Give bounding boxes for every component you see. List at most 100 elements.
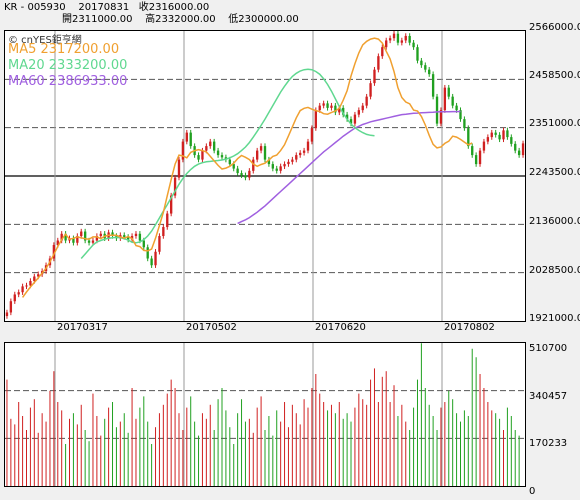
candle-body: [482, 141, 486, 151]
candle-body: [302, 150, 306, 153]
candle-body: [299, 152, 302, 156]
candle-body: [514, 143, 517, 151]
candle-body: [154, 251, 157, 266]
source-label: © cnYES鉅亨網: [8, 35, 82, 46]
candle-body: [216, 150, 220, 156]
ma20-line: [80, 68, 375, 259]
candle-body: [338, 107, 341, 113]
candle-body: [494, 132, 497, 135]
candle-body: [431, 74, 435, 97]
candle-body: [474, 155, 478, 165]
candle-body: [138, 233, 142, 241]
candle-body: [345, 114, 349, 120]
candle-body: [517, 150, 521, 156]
candle-body: [314, 110, 317, 129]
candle-body: [373, 69, 376, 84]
candle-body: [381, 47, 384, 57]
candle-body: [13, 294, 16, 302]
candle-body: [330, 105, 333, 108]
chart-header-line1: KR - 005930 20170831 收2316000.00: [4, 2, 210, 13]
candle-body: [318, 105, 321, 111]
candle-body: [342, 107, 345, 115]
candle-body: [259, 146, 263, 151]
candle-body: [377, 56, 380, 70]
candle-body: [428, 69, 431, 75]
candle-body: [25, 285, 28, 287]
candle-body: [326, 103, 329, 108]
candle-body: [228, 159, 231, 165]
candle-body: [64, 233, 67, 241]
legend-ma60: MA60 2386933.00: [8, 74, 128, 89]
candle-body: [287, 161, 290, 165]
candle-body: [60, 233, 63, 241]
x-tick-label: 20170802: [444, 322, 495, 333]
price-y-tick: 2351000.00: [529, 118, 580, 129]
chart-header-line2: 開2311000.00 高2332000.00 低2300000.00: [62, 14, 299, 25]
candle-body: [416, 47, 419, 61]
price-y-tick: 1921000.00: [529, 313, 580, 324]
candle-body: [123, 235, 126, 237]
candle-body: [392, 33, 396, 39]
candle-body: [502, 130, 505, 140]
candle-body: [451, 96, 454, 106]
candle-body: [521, 143, 525, 156]
candle-body: [396, 33, 400, 43]
candle-body: [126, 236, 130, 240]
candle-body: [201, 150, 204, 160]
legend-ma5: MA5 2317200.00: [8, 42, 120, 57]
candle-body: [134, 233, 138, 237]
candle-body: [443, 87, 447, 111]
ma5-line: [21, 37, 473, 298]
candle-body: [271, 164, 274, 169]
candle-body: [177, 159, 181, 178]
candle-body: [185, 132, 188, 142]
candle-body: [189, 132, 192, 147]
candle-body: [181, 141, 185, 160]
candle-body: [295, 155, 298, 160]
candle-body: [439, 110, 443, 124]
candle-body: [236, 168, 239, 174]
candle-body: [310, 128, 314, 142]
candle-body: [256, 150, 259, 160]
candle-body: [83, 231, 87, 241]
candle-body: [166, 213, 169, 228]
candle-body: [275, 168, 278, 171]
candle-body: [471, 146, 474, 156]
candle-body: [267, 159, 271, 165]
candle-body: [111, 232, 114, 237]
candle-body: [91, 240, 95, 243]
candle-body: [80, 231, 83, 237]
candle-body: [33, 276, 36, 281]
legend-ma20: MA20 2333200.00: [8, 58, 128, 73]
candle-body: [353, 114, 357, 124]
candle-body: [169, 195, 173, 214]
volume-y-tick: 340457: [529, 391, 568, 402]
candle-body: [52, 245, 56, 259]
candle-body: [510, 137, 513, 144]
candle-body: [291, 159, 294, 162]
x-tick-label: 20170317: [57, 322, 108, 333]
candle-body: [424, 65, 427, 70]
candle-body: [365, 96, 368, 106]
candle-body: [455, 105, 458, 111]
candle-body: [220, 155, 224, 158]
candle-body: [279, 166, 282, 171]
candle-body: [5, 312, 9, 317]
candle-body: [72, 238, 75, 243]
candle-body: [150, 258, 153, 266]
candle-body: [400, 40, 404, 43]
ma60-line: [237, 110, 461, 225]
candle-body: [142, 240, 145, 248]
candle-body: [263, 146, 267, 160]
price-y-tick: 2566000.00: [529, 22, 580, 33]
candle-body: [357, 110, 361, 115]
volume-y-tick: 170233: [529, 438, 568, 449]
candle-body: [252, 159, 255, 171]
candle-body: [9, 301, 13, 313]
candle-body: [87, 240, 91, 243]
candle-body: [490, 132, 493, 138]
candle-body: [76, 236, 79, 243]
candle-body: [240, 173, 243, 176]
candle-body: [385, 40, 388, 48]
